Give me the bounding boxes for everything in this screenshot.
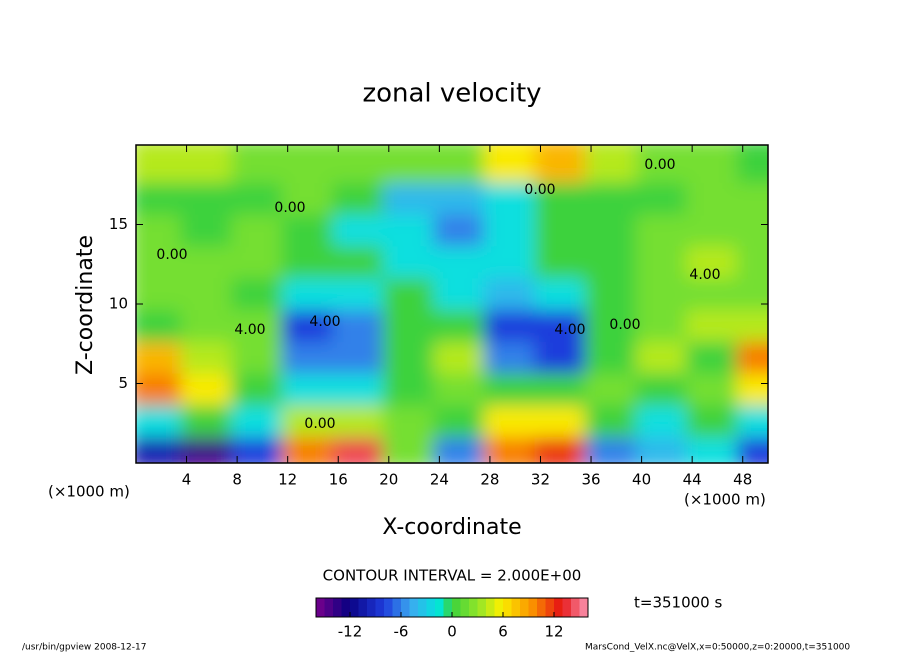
cells [136,145,768,463]
colorbar-tick-label: 0 [447,623,457,641]
colorbar-segment [486,598,495,617]
contour-label: 0.00 [609,317,640,333]
y-axis-label: Z-coordinate [73,235,98,375]
x-tick-label: 44 [683,471,702,489]
colorbar-tick-label: -6 [394,623,409,641]
colorbar-segment [579,598,589,617]
field [136,145,768,463]
contour-label: 4.00 [234,322,265,338]
x-unit: (×1000 m) [684,491,766,509]
colorbar-tick-label: -12 [338,623,363,641]
contour-label: 0.00 [156,247,187,263]
x-tick-label: 32 [531,471,550,489]
colorbar-segment [554,598,563,617]
colorbar-segment [350,598,359,617]
colorbar-segment [452,598,461,617]
chart-title: zonal velocity [362,79,541,109]
colorbar-segment [324,598,334,617]
contour-label: 4.00 [689,267,720,283]
x-tick-label: 4 [182,471,192,489]
colorbar-tick-label: 12 [544,623,563,641]
footer-left: /usr/bin/gpview 2008-12-17 [22,643,146,653]
colorbar-segment [545,598,555,617]
x-tick-label: 24 [430,471,449,489]
colorbar-segment [460,598,470,617]
time-label: t=351000 s [634,594,722,612]
field-cell [736,145,768,183]
colorbar-segment [375,598,385,617]
x-tick-label: 16 [329,471,348,489]
colorbar-segment [520,598,529,617]
footer-right: MarsCond_VelX.nc@VelX,x=0:50000,z=0:2000… [585,643,850,653]
x-tick-label: 36 [581,471,600,489]
colorbar-segment [537,598,546,617]
y-unit: (×1000 m) [48,483,130,501]
contour-label: 0.00 [644,157,675,173]
x-tick-label: 40 [632,471,651,489]
colorbar-segment [469,598,478,617]
x-tick-label: 28 [480,471,499,489]
colorbar-segment [511,598,521,617]
contour-label: 0.00 [304,416,335,432]
contour-label: 4.00 [554,322,585,338]
colorbar-segment [392,598,402,617]
colorbar-segment [367,598,376,617]
colorbar-segment [418,598,427,617]
x-tick-label: 48 [733,471,752,489]
x-tick-label: 20 [379,471,398,489]
colorbar-tick-label: 6 [498,623,508,641]
colorbar-segment [562,598,572,617]
colorbar-segment [435,598,444,617]
colorbar-segment [384,598,393,617]
contour-label: 0.00 [274,200,305,216]
colorbar-segment [443,598,453,617]
colorbar-segment [409,598,419,617]
colorbar-segment [503,598,512,617]
y-tick-label: 5 [118,374,128,392]
colorbar-segment [358,598,368,617]
colorbar-segment [401,598,410,617]
x-axis-label: X-coordinate [382,515,521,540]
colorbar-segment [426,598,436,617]
x-tick-label: 12 [278,471,297,489]
colorbar-segment [571,598,580,617]
x-tick-label: 8 [232,471,242,489]
contour-interval: CONTOUR INTERVAL = 2.000E+00 [323,567,582,585]
colorbar-segment [528,598,538,617]
y-tick-label: 15 [109,215,128,233]
colorbar-segment [477,598,487,617]
contour-label: 0.00 [524,182,555,198]
colorbar-segment [494,598,504,617]
colorbar-segment [316,598,325,617]
contour-label: 4.00 [309,314,340,330]
y-tick-label: 10 [109,295,128,313]
colorbar-segment [341,598,351,617]
colorbar-segment [333,598,342,617]
